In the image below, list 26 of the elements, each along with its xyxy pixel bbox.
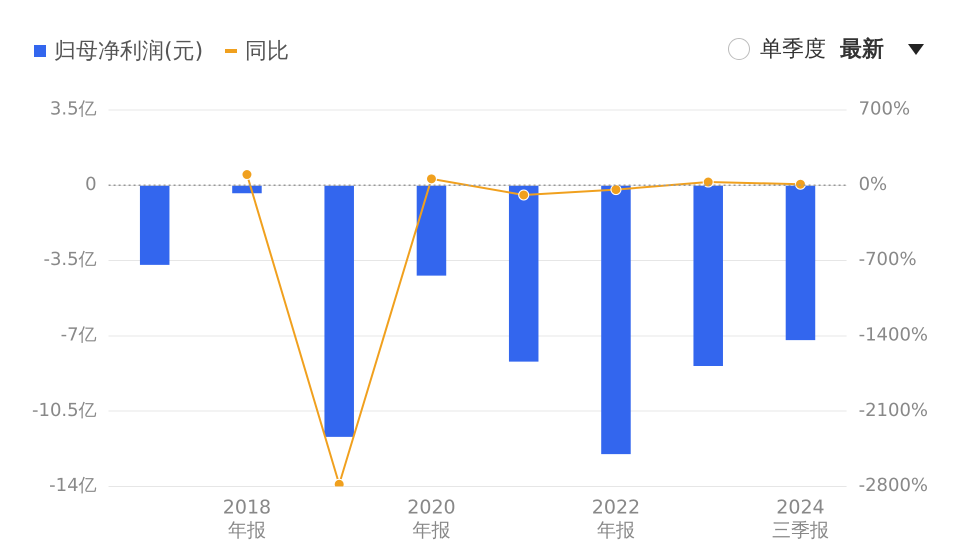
y2-tick-label: -2100%	[858, 400, 928, 421]
text: 最新	[840, 36, 884, 64]
point	[702, 176, 714, 188]
y2-tick-label: -1400%	[858, 324, 928, 346]
point	[794, 178, 806, 190]
x-tick-label: 2018 年报	[222, 496, 272, 542]
y2-tick-label: 700%	[858, 98, 910, 120]
y-tick-label: -3.5亿	[43, 249, 97, 270]
x-tick-label: 2024 三季报	[772, 496, 829, 542]
point	[610, 184, 622, 196]
text: 单季度	[760, 36, 826, 64]
point	[518, 189, 530, 200]
x-tick-label: 2022 年报	[592, 496, 640, 542]
point	[241, 169, 252, 180]
legend-label: 同比	[245, 38, 290, 66]
y-tick-label: 3.5亿	[50, 98, 97, 120]
x-tick-label: 2020 年报	[407, 496, 456, 542]
y-tick-label: -7亿	[60, 324, 97, 346]
y2-tick-label: 0%	[858, 174, 888, 195]
legend-label: 归母净利润(元)	[54, 38, 204, 66]
y-tick-label: -14亿	[49, 475, 97, 496]
point	[426, 173, 437, 184]
y2-tick-label: -700%	[858, 249, 917, 270]
y-tick-label: 0	[85, 174, 97, 195]
y-tick-label: -10.5亿	[32, 400, 97, 421]
y2-tick-label: -2800%	[858, 475, 928, 496]
